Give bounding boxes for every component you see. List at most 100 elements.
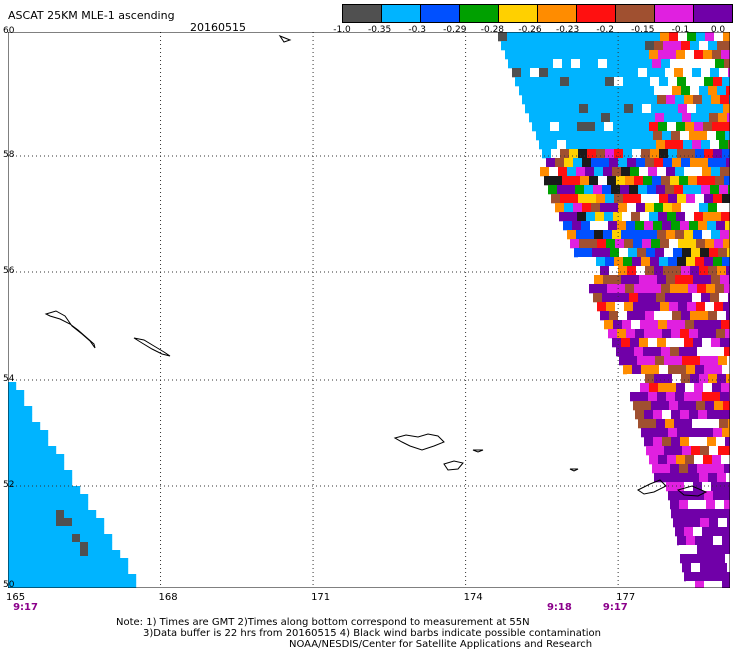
swath-cell <box>526 59 536 69</box>
swath-cell <box>701 419 711 429</box>
swath-cell <box>685 455 695 465</box>
swath-cell <box>48 462 57 471</box>
swath-cell <box>595 50 605 60</box>
swath-cell <box>614 257 624 267</box>
swath-cell <box>651 239 661 249</box>
swath-cell <box>656 68 666 78</box>
swath-cell <box>719 185 729 195</box>
swath-cell <box>677 536 687 546</box>
swath-cell <box>48 446 57 455</box>
swath-cell <box>647 419 657 429</box>
swath-cell <box>661 176 671 186</box>
swath-cell <box>684 572 694 582</box>
swath-cell <box>663 374 673 384</box>
swath-cell <box>626 221 636 231</box>
swath-cell <box>699 266 709 276</box>
swath-cell <box>641 428 651 438</box>
swath-cell <box>624 104 634 114</box>
swath-cell <box>40 542 49 551</box>
swath-cell <box>671 329 681 339</box>
swath-cell <box>708 374 718 384</box>
legend-tick-label: -0.26 <box>518 25 542 35</box>
swath-cell <box>582 41 592 51</box>
swath-cell <box>581 221 591 231</box>
swath-cell <box>724 545 730 555</box>
swath-cell <box>600 86 610 96</box>
swath-cell <box>40 550 49 559</box>
swath-cell <box>656 293 666 303</box>
swath-cell <box>610 248 620 258</box>
note-line-2: 3)Data buffer is 22 hrs from 20160515 4)… <box>143 628 601 639</box>
swath-cell <box>8 430 17 439</box>
swath-cell <box>565 113 575 123</box>
swath-cell <box>561 32 571 42</box>
swath-cell <box>528 86 538 96</box>
swath-cell <box>605 194 615 204</box>
swath-cell <box>560 149 570 159</box>
swath-cell <box>687 401 697 411</box>
swath-cell <box>560 77 570 87</box>
swath-cell <box>616 59 626 69</box>
swath-cell <box>575 68 585 78</box>
swath-cell <box>722 536 730 546</box>
swath-cell <box>596 149 606 159</box>
swath-cell <box>684 392 694 402</box>
swath-cell <box>550 50 560 60</box>
swath-cell <box>576 167 586 177</box>
swath-cell <box>686 365 696 375</box>
swath-cell <box>32 558 41 567</box>
swath-cell <box>629 140 639 150</box>
swath-cell <box>671 131 681 141</box>
swath-cell <box>8 486 17 495</box>
swath-cell <box>501 41 511 51</box>
swath-cell <box>712 383 722 393</box>
swath-cell <box>628 248 638 258</box>
swath-cell <box>592 248 602 258</box>
swath-cell <box>673 356 683 366</box>
swath-cell <box>609 86 619 96</box>
swath-cell <box>722 491 730 501</box>
swath-cell <box>626 329 636 339</box>
legend-swatch <box>577 5 616 22</box>
swath-cell <box>705 401 715 411</box>
swath-cell <box>584 68 594 78</box>
swath-cell <box>683 293 693 303</box>
swath-cell <box>693 167 703 177</box>
swath-cell <box>557 68 567 78</box>
swath-cell <box>24 582 33 588</box>
swath-cell <box>711 338 721 348</box>
swath-cell <box>620 68 630 78</box>
swath-cell <box>16 558 25 567</box>
swath-cell <box>640 50 650 60</box>
swath-cell <box>684 167 694 177</box>
swath-cell <box>548 140 558 150</box>
swath-cell <box>678 32 688 42</box>
swath-cell <box>650 149 660 159</box>
swath-cell <box>553 176 563 186</box>
swath-cell <box>72 574 81 583</box>
swath-cell <box>652 347 662 357</box>
swath-cell <box>658 212 668 222</box>
islet-3 <box>676 485 708 497</box>
swath-cell <box>630 275 640 285</box>
swath-cell <box>64 486 73 495</box>
swath-cell <box>627 311 637 321</box>
swath-cell <box>671 509 681 519</box>
swath-cell <box>585 167 595 177</box>
swath-cell <box>651 302 661 312</box>
swath-cell <box>597 32 607 42</box>
swath-cell <box>96 534 105 543</box>
swath-cell <box>638 419 648 429</box>
swath-cell <box>651 32 661 42</box>
swath-cell <box>684 230 694 240</box>
swath-cell <box>701 185 711 195</box>
swath-cell <box>645 158 655 168</box>
swath-cell <box>24 510 33 519</box>
swath-cell <box>713 581 723 588</box>
swath-cell <box>72 486 81 495</box>
swath-cell <box>616 284 626 294</box>
swath-cell <box>718 248 728 258</box>
swath-cell <box>676 122 686 132</box>
swath-cell <box>726 86 730 96</box>
legend-tick-label: -0.1 <box>671 25 690 35</box>
